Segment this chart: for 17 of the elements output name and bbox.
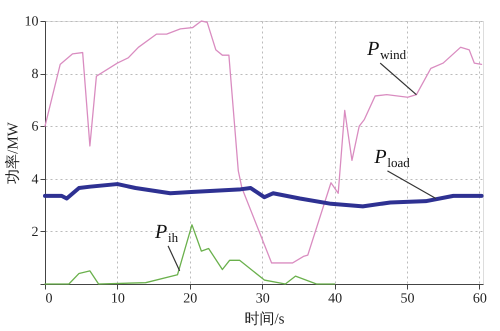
x-tick-label: 30 (256, 292, 270, 306)
x-tick-label: 60 (472, 292, 487, 306)
x-axis-title: 时间/s (244, 310, 285, 328)
y-tick-label: 6 (32, 120, 38, 135)
y-tick-label: 2 (32, 224, 38, 240)
line-series (44, 224, 336, 285)
x-tick-label: 10 (110, 292, 125, 306)
line-series (43, 182, 484, 208)
y-tick-label: 10 (24, 14, 38, 30)
x-tick-label: 50 (400, 292, 414, 306)
y-tick-label: 8 (32, 67, 38, 82)
y-axis-title: 功率/MW (4, 121, 22, 184)
y-tick-label: 4 (32, 172, 38, 188)
x-tick-label: 20 (183, 292, 198, 306)
x-tick-label: 0 (46, 292, 52, 306)
line-series (44, 20, 482, 264)
x-tick-label: 40 (328, 292, 342, 306)
